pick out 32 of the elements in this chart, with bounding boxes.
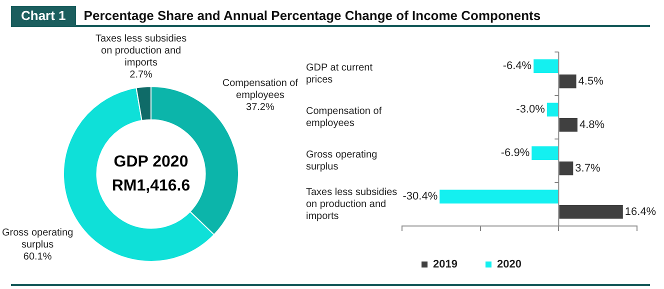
y-tick-label: Compensation of employees — [306, 106, 382, 129]
slice-label: Compensation of employees — [222, 78, 298, 101]
chart-title: Percentage Share and Annual Percentage Change of Income Components — [84, 8, 541, 23]
bar — [559, 205, 623, 219]
data-label: -30.4% — [402, 190, 438, 203]
bar — [532, 146, 558, 160]
bar — [559, 118, 578, 132]
data-label: 4.5% — [578, 75, 604, 88]
data-label: 2.7% — [130, 70, 153, 81]
bar — [440, 190, 558, 204]
data-label: -3.0% — [516, 104, 546, 116]
slice-label: Gross operating surplus — [2, 228, 74, 251]
slice-label: Taxes less subsidies on production and imports — [95, 34, 187, 69]
text: GDP 2020 — [114, 153, 188, 170]
data-label: -6.4% — [502, 60, 532, 72]
data-label: 60.1% — [23, 252, 52, 263]
data-label: 4.8% — [579, 118, 605, 131]
data-label: 3.7% — [575, 162, 600, 174]
y-tick-label: Gross operating surplus — [306, 150, 378, 172]
bar — [546, 102, 558, 116]
y-tick-label: GDP at current prices — [306, 62, 373, 86]
data-label: 37.2% — [246, 102, 274, 113]
chart-subtitle: Chart 1 — [11, 6, 76, 25]
legend-label: 2020 — [497, 258, 522, 271]
legend-label: 2019 — [433, 258, 458, 271]
text: RM1,416.6 — [112, 177, 190, 194]
data-label: -6.9% — [500, 147, 530, 160]
data-label: 16.4% — [624, 206, 656, 218]
y-tick-label: Taxes less subsidies on production and imports — [306, 187, 398, 222]
bar — [559, 162, 574, 176]
bar — [559, 74, 576, 88]
bar — [534, 59, 558, 73]
